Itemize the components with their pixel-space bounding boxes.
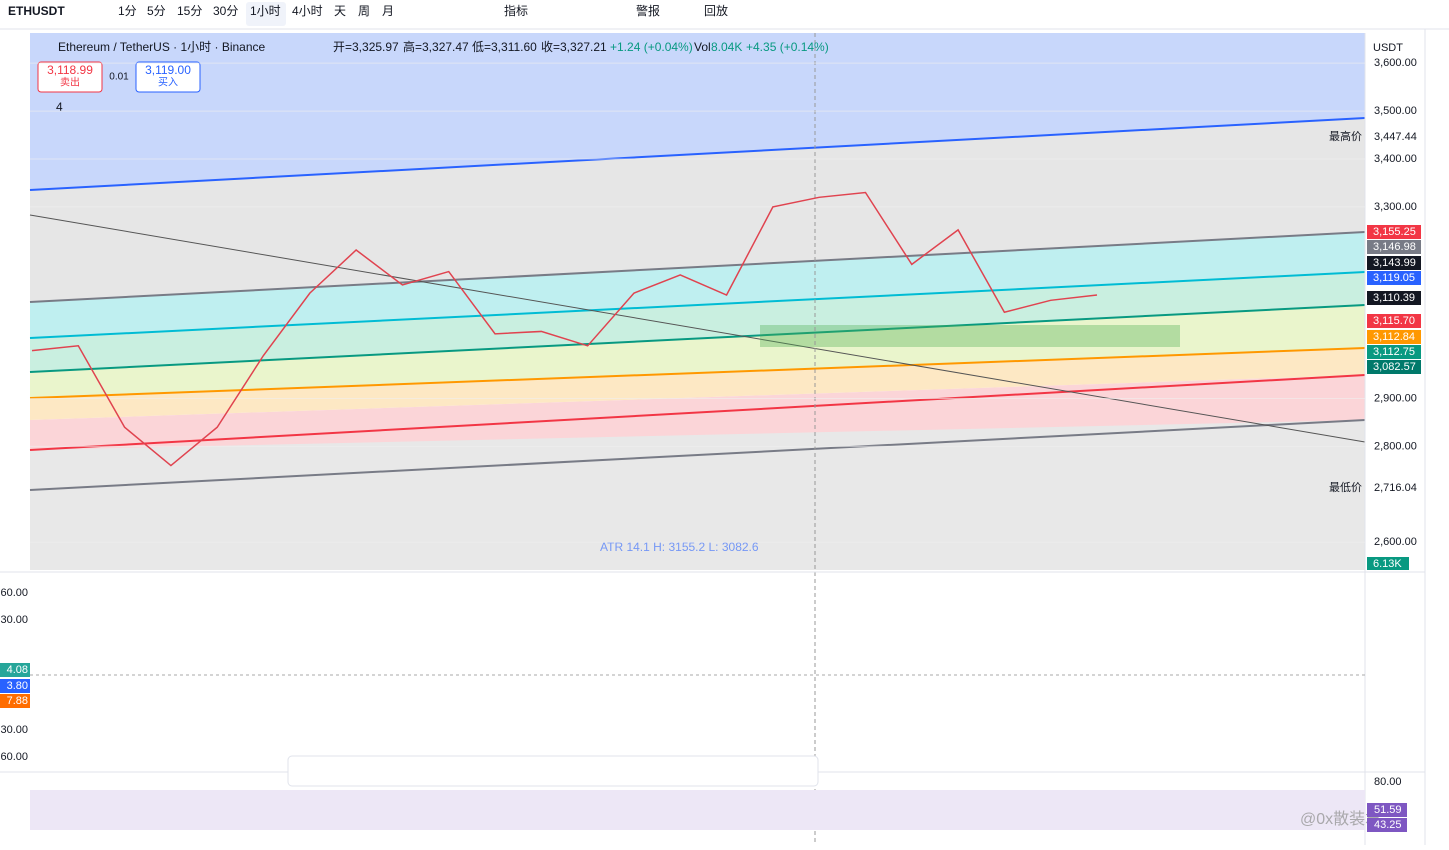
atr-label: ATR 14.1 H: 3155.2 L: 3082.6 (600, 540, 759, 554)
volume-tag (1367, 557, 1409, 570)
interval-button[interactable]: 周 (358, 4, 370, 18)
price-tag-label: 3,119.05 (1373, 272, 1415, 284)
channel-cyan (30, 232, 1365, 338)
order-block (760, 325, 1180, 347)
legend-open: 开=3,325.97 (333, 40, 399, 54)
price-tag (1367, 256, 1421, 270)
trend-line (29, 271, 1366, 339)
high-value: 3,447.44 (1374, 131, 1417, 143)
price-tag (1367, 360, 1421, 374)
price-tag-label: 3,112.75 (1373, 346, 1415, 358)
price-tag (1367, 345, 1421, 359)
macd-tag (0, 663, 30, 677)
legend-change: +1.24 (+0.04%) (610, 40, 693, 54)
symbol[interactable]: ETHUSDT (8, 4, 65, 18)
price-line (31, 191, 1098, 467)
rsi-tag (1367, 803, 1407, 817)
channel-lime (30, 305, 1365, 398)
channel-orange (30, 348, 1365, 420)
drawing-toolbar[interactable] (287, 755, 819, 787)
y-tick-label: 3,600.00 (1374, 57, 1417, 69)
interval-button[interactable]: 15分 (177, 4, 202, 18)
legend-vol-value: 8.04K (711, 40, 742, 54)
macd-label: 7.88 (7, 695, 28, 707)
price-tag-label: 3,112.84 (1373, 331, 1415, 343)
channel-green (30, 272, 1365, 372)
legend-vol-change: +4.35 (+0.14%) (746, 40, 829, 54)
high-label: 最高价 (1329, 129, 1362, 143)
sell-label[interactable]: 卖出 (60, 76, 80, 89)
rsi-label: 43.25 (1374, 819, 1402, 831)
y-tick-label: 3,400.00 (1374, 153, 1417, 165)
spread: 0.01 (109, 72, 129, 83)
interval-active (246, 2, 286, 26)
replay-button[interactable]: 回放 (704, 3, 728, 18)
alerts-button[interactable]: 警报 (636, 3, 660, 18)
rsi-tag (1367, 818, 1407, 832)
price-tag-label: 3,082.57 (1373, 361, 1416, 373)
macd-label: 60.00 (0, 751, 28, 763)
legend-high: 高=3,327.47 (403, 39, 469, 54)
y-tick-label: 2,900.00 (1374, 392, 1417, 404)
price-tag (1367, 271, 1421, 285)
legend-close: 收=3,327.21 (541, 40, 607, 54)
rsi-label: 51.59 (1374, 804, 1402, 816)
channel-bottom (30, 420, 1365, 570)
sell-button[interactable] (37, 61, 103, 93)
macd-label: 3.80 (7, 680, 28, 692)
buy-price[interactable]: 3,119.00 (145, 63, 191, 77)
interval-button[interactable]: 月 (382, 4, 394, 18)
price-tag-label: 3,143.99 (1373, 257, 1416, 269)
legend-low: 低=3,311.60 (472, 40, 537, 54)
y-tick-label: 2,800.00 (1374, 440, 1417, 452)
price-tag (1367, 291, 1421, 305)
price-tag-label: 3,115.70 (1373, 315, 1415, 327)
trend-line (29, 374, 1366, 451)
legend-name: Ethereum / TetherUS · 1小时 · Binance (58, 40, 266, 54)
collapse-count[interactable]: 4 (56, 100, 63, 114)
legend-vol: Vol (694, 40, 711, 54)
rsi-band (30, 790, 1365, 830)
price-tag-label: 3,155.25 (1373, 226, 1416, 238)
price-tag (1367, 314, 1421, 328)
macd-tag (0, 679, 30, 693)
price-tag (1367, 225, 1421, 239)
macd-label: 30.00 (0, 614, 28, 626)
interval-button[interactable]: 5分 (147, 4, 166, 18)
price-tag-label: 3,146.98 (1373, 241, 1416, 253)
interval-button[interactable]: 30分 (213, 4, 238, 18)
currency[interactable]: USDT (1373, 42, 1403, 54)
price-tag (1367, 330, 1421, 344)
macd-tag (0, 694, 30, 708)
rsi-label: 80.00 (1374, 776, 1402, 788)
trend-line (29, 214, 1366, 443)
interval-button[interactable]: 1分 (118, 4, 137, 18)
volume-value: 6.13K (1373, 558, 1402, 570)
trend-line (29, 231, 1366, 303)
trend-line (29, 117, 1366, 191)
interval-button[interactable]: 天 (334, 4, 346, 18)
trend-line (29, 304, 1366, 373)
price-tag-label: 3,110.39 (1373, 292, 1415, 304)
y-tick-label: 3,500.00 (1374, 105, 1417, 117)
buy-button[interactable] (135, 61, 201, 93)
low-value: 2,716.04 (1374, 482, 1417, 494)
y-tick-label: 3,300.00 (1374, 201, 1417, 213)
indicators-button[interactable]: 指标 (504, 3, 528, 18)
trend-line (29, 419, 1366, 491)
macd-label: 30.00 (0, 724, 28, 736)
low-label: 最低价 (1329, 481, 1362, 494)
sell-price[interactable]: 3,118.99 (47, 63, 93, 77)
buy-label[interactable]: 买入 (158, 77, 178, 89)
trend-line (29, 347, 1366, 399)
watermark: @0x散装君 (1300, 810, 1381, 828)
macd-label: 4.08 (7, 664, 28, 676)
interval-button[interactable]: 4小时 (292, 4, 323, 18)
macd-label: 60.00 (0, 587, 28, 599)
y-tick-label: 2,600.00 (1374, 536, 1417, 548)
interval-button[interactable]: 1小时 (250, 4, 281, 18)
price-tag (1367, 240, 1421, 254)
